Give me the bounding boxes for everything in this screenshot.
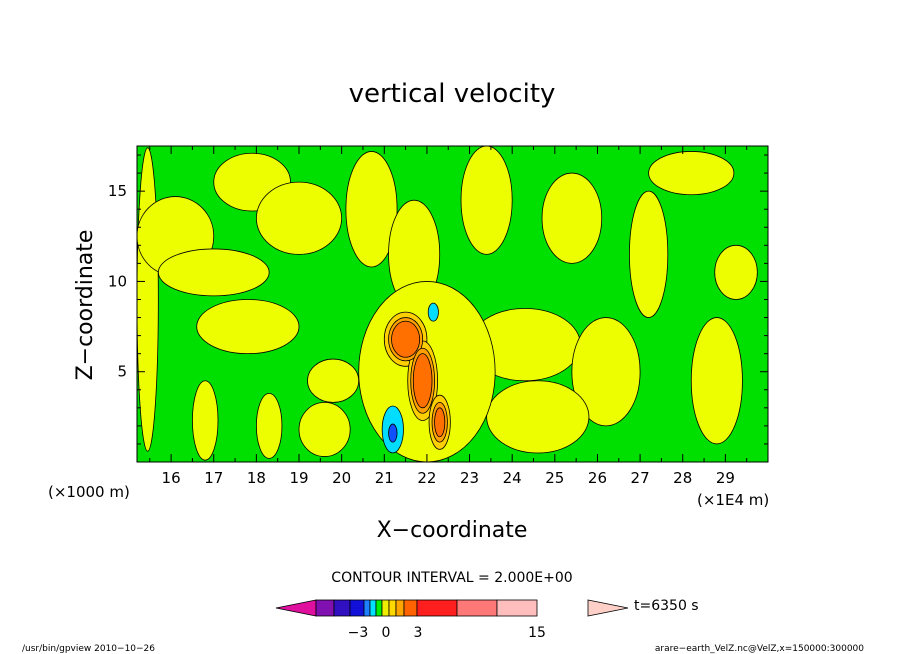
y-tick-label: 15 xyxy=(108,182,127,200)
y-tick-label: 5 xyxy=(117,363,127,381)
updraft-contour-32 xyxy=(412,353,433,409)
downdraft-contour-27 xyxy=(388,423,398,443)
colorbar-swatch xyxy=(363,599,371,617)
colorbar-swatch xyxy=(369,599,377,617)
x-axis-label: X−coordinate xyxy=(377,518,528,543)
updraft-contour-13 xyxy=(307,358,360,403)
updraft-contour-19 xyxy=(486,380,590,454)
updraft-contour-7 xyxy=(460,146,513,255)
updraft-contour-31 xyxy=(391,320,421,358)
footer-left: /usr/bin/gpview 2010−10−26 xyxy=(22,644,155,654)
colorbar-swatch xyxy=(349,599,365,617)
updraft-contour-12 xyxy=(196,299,300,355)
updraft-contour-9 xyxy=(629,190,669,318)
x-tick-label: 29 xyxy=(716,469,735,487)
x-tick-label: 18 xyxy=(247,469,266,487)
colorbar-label: 15 xyxy=(528,625,546,641)
updraft-contour-16 xyxy=(298,402,351,457)
colorbar-left-arrow xyxy=(275,599,317,617)
colorbar-swatch xyxy=(456,599,498,617)
colorbar-swatch xyxy=(375,599,383,617)
plot-area xyxy=(136,145,769,463)
x-tick-label: 24 xyxy=(503,469,522,487)
x-tick-label: 23 xyxy=(460,469,479,487)
x-tick-label: 28 xyxy=(673,469,692,487)
updraft-contour-14 xyxy=(192,380,219,461)
x-axis-ticks: 16 17 18 19 20 21 22 23 24 25 26 27 28 29 xyxy=(149,146,748,487)
colorbar-swatch xyxy=(388,599,397,617)
updraft-contour-3 xyxy=(157,248,270,297)
x-tick-label: 19 xyxy=(289,469,308,487)
x-tick-label: 27 xyxy=(631,469,650,487)
x-tick-label: 16 xyxy=(162,469,181,487)
colorbar-swatch xyxy=(416,599,458,617)
updraft-contour-20 xyxy=(690,317,743,445)
updraft-contour-4 xyxy=(255,181,343,255)
y-tick-label: 10 xyxy=(108,272,127,290)
footer-right: arare−earth_VelZ.nc@VelZ,x=150000:300000 xyxy=(655,644,864,654)
plot-frame xyxy=(136,145,769,463)
contour-interval: CONTOUR INTERVAL = 2.000E+00 xyxy=(331,570,572,586)
colorbar-label: 3 xyxy=(414,625,423,641)
colorbar: −3 0 3 15 xyxy=(275,599,629,641)
colorbar-label: 0 xyxy=(382,625,391,641)
colorbar-swatch xyxy=(315,599,335,617)
colorbar-swatch xyxy=(496,599,538,617)
x-unit-label: (×1E4 m) xyxy=(697,491,769,509)
x-tick-label: 22 xyxy=(417,469,436,487)
y-unit-label: (×1000 m) xyxy=(48,483,130,501)
x-tick-label: 17 xyxy=(204,469,223,487)
time-label: t=6350 s xyxy=(634,598,699,614)
colorbar-label: −3 xyxy=(348,625,369,641)
colorbar-right-arrow xyxy=(587,599,629,617)
y-axis-label: Z−coordinate xyxy=(73,230,98,381)
updraft-contour-5 xyxy=(345,151,398,268)
downdraft-contour-23 xyxy=(427,302,439,322)
x-tick-label: 21 xyxy=(375,469,394,487)
updraft-contour-8 xyxy=(541,172,603,264)
x-tick-label: 20 xyxy=(332,469,351,487)
y-axis-ticks: 5 10 15 xyxy=(108,154,768,445)
updraft-contour-11 xyxy=(714,244,758,300)
chart-title: vertical velocity xyxy=(349,79,556,109)
colorbar-swatch xyxy=(403,599,418,617)
updraft-contour-18 xyxy=(571,317,641,427)
updraft-contour-33 xyxy=(434,407,446,438)
x-tick-label: 25 xyxy=(545,469,564,487)
updraft-contour-10 xyxy=(648,151,735,196)
colorbar-swatch xyxy=(333,599,351,617)
x-tick-label: 26 xyxy=(588,469,607,487)
colorbar-swatch xyxy=(395,599,405,617)
updraft-contour-15 xyxy=(255,392,283,459)
colorbar-swatch xyxy=(381,599,390,617)
